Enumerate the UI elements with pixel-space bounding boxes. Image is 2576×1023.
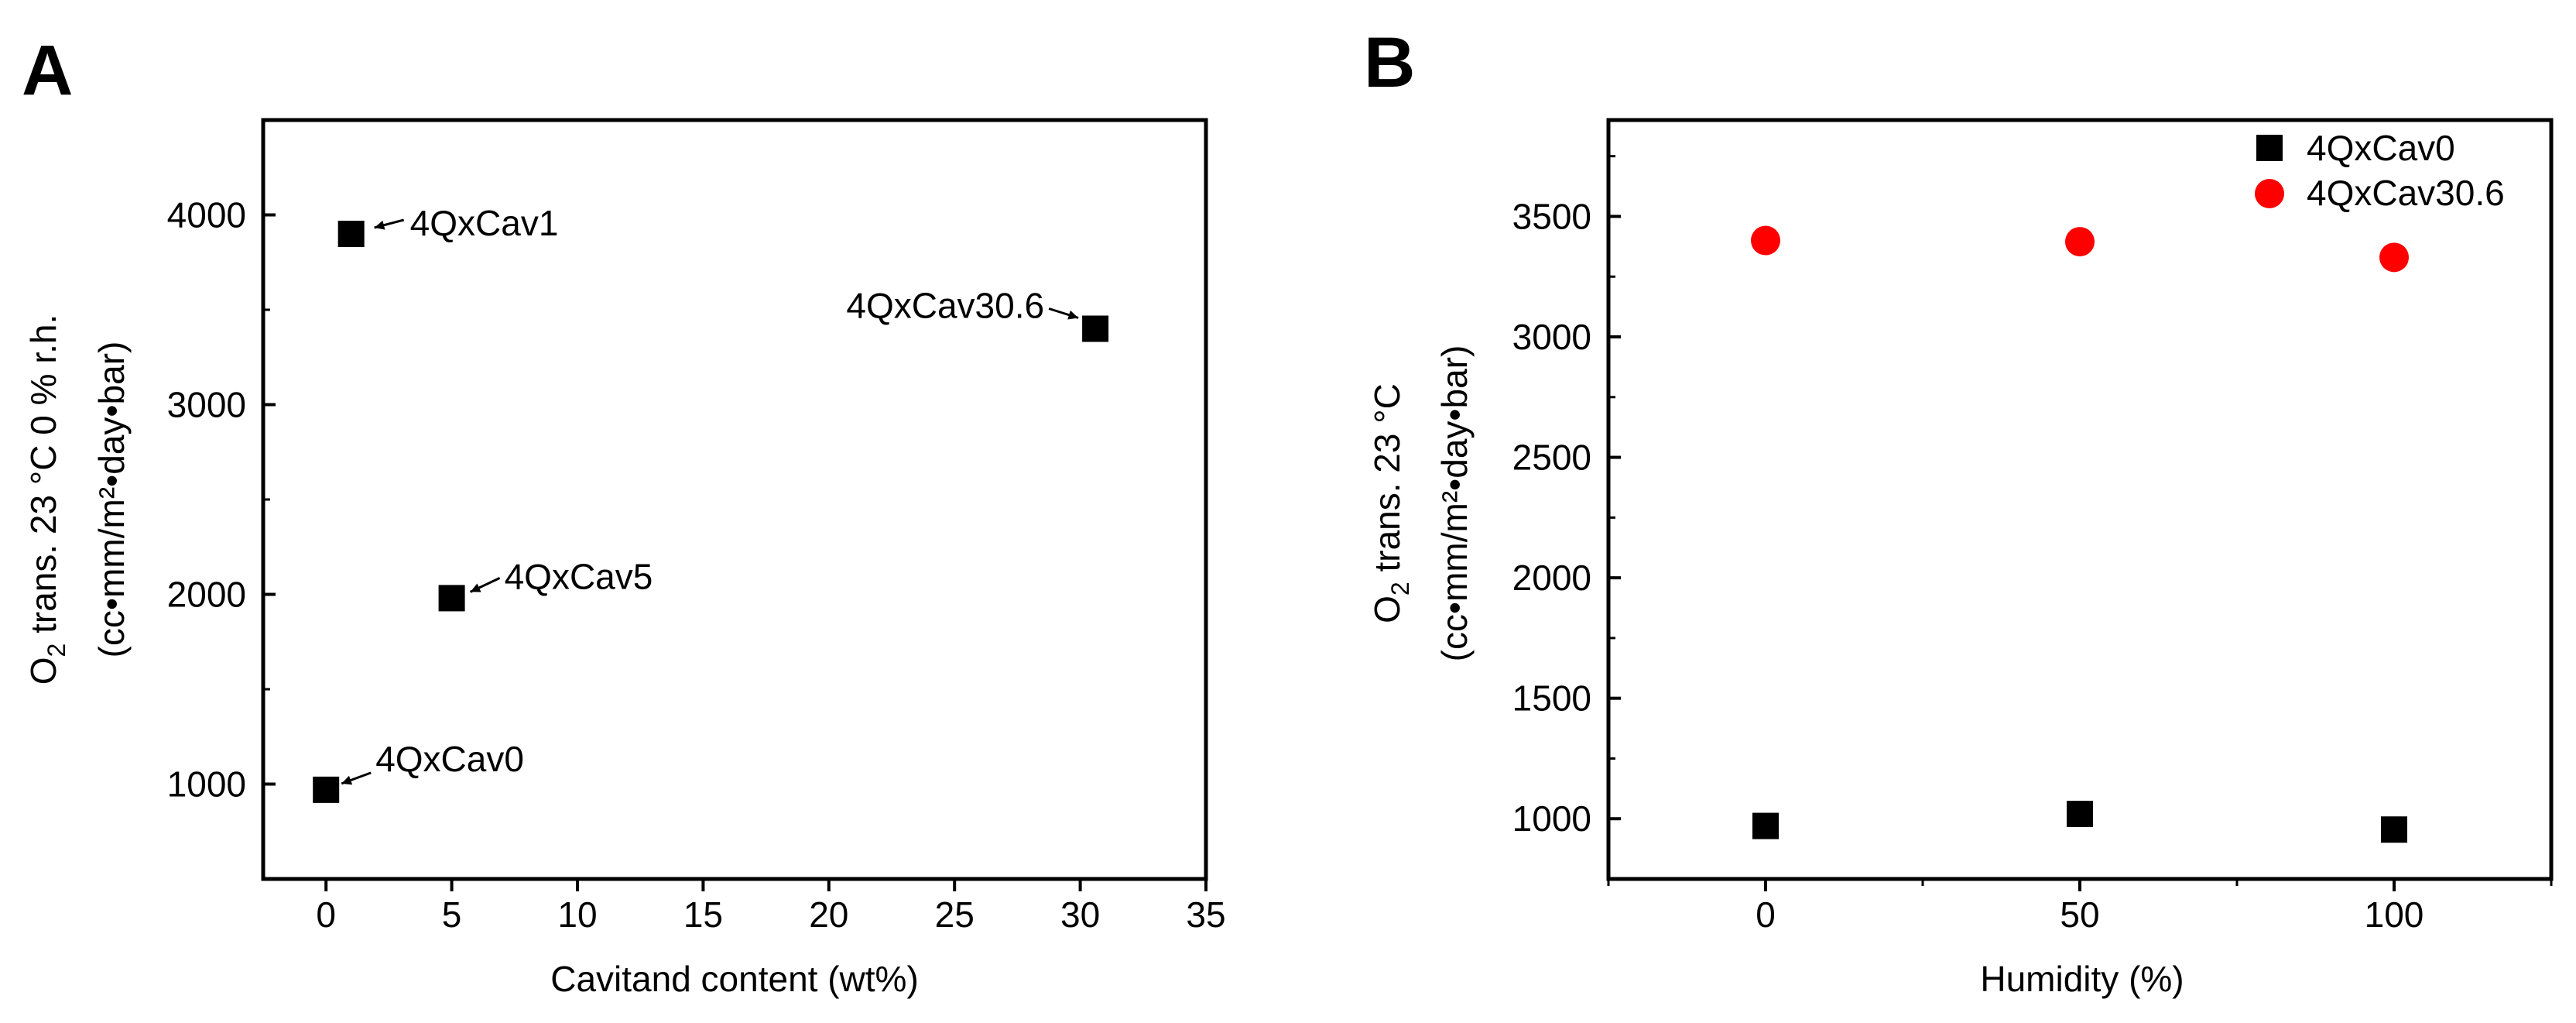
annotation-arrowhead bbox=[1067, 310, 1079, 320]
panel-b-data bbox=[1751, 225, 2409, 843]
legend-marker-4qxcav30-6 bbox=[2255, 179, 2284, 208]
panel-a-y-axis: 1000 2000 3000 4000 bbox=[167, 118, 276, 881]
annotation-arrowhead bbox=[374, 220, 385, 230]
panel-a-x-tick-label: 5 bbox=[442, 894, 462, 935]
panel-b-point-square bbox=[2381, 816, 2407, 843]
panel-a-x-tick-label: 20 bbox=[809, 894, 848, 935]
panel-b-x-tick-label: 0 bbox=[1756, 894, 1776, 935]
panel-b-x-tick-label: 100 bbox=[2365, 894, 2424, 935]
panel-a-x-tick-label: 15 bbox=[683, 894, 723, 935]
panel-a-y-tick-label: 4000 bbox=[167, 195, 246, 235]
panel-a-x-tick-label: 25 bbox=[935, 894, 975, 935]
panel-b-chart: 1000 1500 2000 2500 3000 3500 0 50 100 Humidity… bbox=[1367, 118, 2554, 999]
panel-b-y-axis-title-line1: O2 trans. 23 °C bbox=[1367, 383, 1414, 623]
panel-b-x-axis-title: Humidity (%) bbox=[1980, 959, 2184, 999]
panel-a-ylabel-subscript: 2 bbox=[43, 644, 70, 657]
legend-label-4qxcav30-6: 4QxCav30.6 bbox=[2307, 173, 2505, 213]
panel-a-point bbox=[313, 776, 340, 803]
panel-b-y-tick-label: 3000 bbox=[1512, 317, 1591, 357]
annotation-arrowhead bbox=[470, 583, 481, 592]
panel-a-letter: A bbox=[22, 31, 73, 110]
panel-b-letter: B bbox=[1364, 23, 1415, 102]
panel-b-ylabel-o: O bbox=[1367, 596, 1407, 623]
panel-a-data: 4QxCav0 4QxCav1 4QxCav5 4QxCav30.6 bbox=[313, 203, 1109, 803]
panel-b-legend: 4QxCav0 4QxCav30.6 bbox=[2255, 128, 2505, 213]
panel-a-x-tick-label: 10 bbox=[557, 894, 597, 935]
panel-a-point-label: 4QxCav1 bbox=[410, 203, 559, 243]
panel-a-x-tick-label: 30 bbox=[1060, 894, 1100, 935]
panel-b-y-tick-label: 1000 bbox=[1512, 798, 1591, 839]
panel-b-point-square bbox=[2067, 801, 2093, 827]
panel-b-ylabel-subscript: 2 bbox=[1386, 582, 1414, 596]
panel-b-point-square bbox=[1752, 812, 1779, 839]
panel-b-ylabel-rest: trans. 23 °C bbox=[1367, 383, 1407, 582]
panel-b-y-axis-title-line2: (cc•mm/m²•day•bar) bbox=[1434, 345, 1475, 662]
panel-a-y-tick-label: 1000 bbox=[167, 764, 246, 805]
panel-a-point-label: 4QxCav30.6 bbox=[846, 286, 1044, 326]
panel-b-y-tick-label: 2000 bbox=[1512, 558, 1591, 598]
panel-a-point-label: 4QxCav0 bbox=[375, 739, 524, 779]
panel-a-point-label: 4QxCav5 bbox=[505, 556, 653, 596]
panel-b-point-circle bbox=[2379, 242, 2409, 273]
panel-b-y-axis: 1000 1500 2000 2500 3000 3500 bbox=[1512, 155, 1621, 881]
panel-a-point bbox=[1082, 315, 1109, 342]
panel-a-x-tick-label: 0 bbox=[316, 894, 336, 935]
panel-b-y-tick-label: 3500 bbox=[1512, 196, 1591, 236]
annotation-arrowhead bbox=[341, 775, 353, 785]
legend-label-4qxcav0: 4QxCav0 bbox=[2307, 128, 2455, 168]
panel-b-y-tick-label: 2500 bbox=[1512, 438, 1591, 478]
panel-a-y-axis-title-line2: (cc•mm/m²•day•bar) bbox=[91, 342, 132, 658]
panel-a-x-tick-label: 35 bbox=[1186, 894, 1225, 935]
panel-b-point-circle bbox=[1751, 225, 1780, 256]
legend-marker-4qxcav0 bbox=[2256, 135, 2283, 161]
panel-b-y-tick-label: 1500 bbox=[1512, 678, 1591, 719]
panel-a-point bbox=[337, 221, 365, 247]
panel-b-x-axis: 0 50 100 bbox=[1607, 879, 2553, 935]
panel-a-x-axis-title: Cavitand content (wt%) bbox=[550, 959, 919, 999]
panel-a-y-tick-label: 3000 bbox=[167, 385, 246, 425]
panel-a-ylabel-rest: trans. 23 °C 0 % r.h. bbox=[23, 314, 63, 644]
panel-a-point bbox=[438, 585, 465, 612]
panel-a-y-tick-label: 2000 bbox=[167, 575, 246, 615]
panel-b-x-tick-label: 50 bbox=[2060, 894, 2099, 935]
panel-b-point-circle bbox=[2065, 227, 2095, 257]
panel-a-ylabel-o: O bbox=[23, 657, 63, 685]
panel-a-x-axis: 0 5 10 15 20 25 30 35 bbox=[316, 879, 1226, 935]
panel-a-y-axis-title-line1: O2 trans. 23 °C 0 % r.h. bbox=[23, 314, 70, 685]
